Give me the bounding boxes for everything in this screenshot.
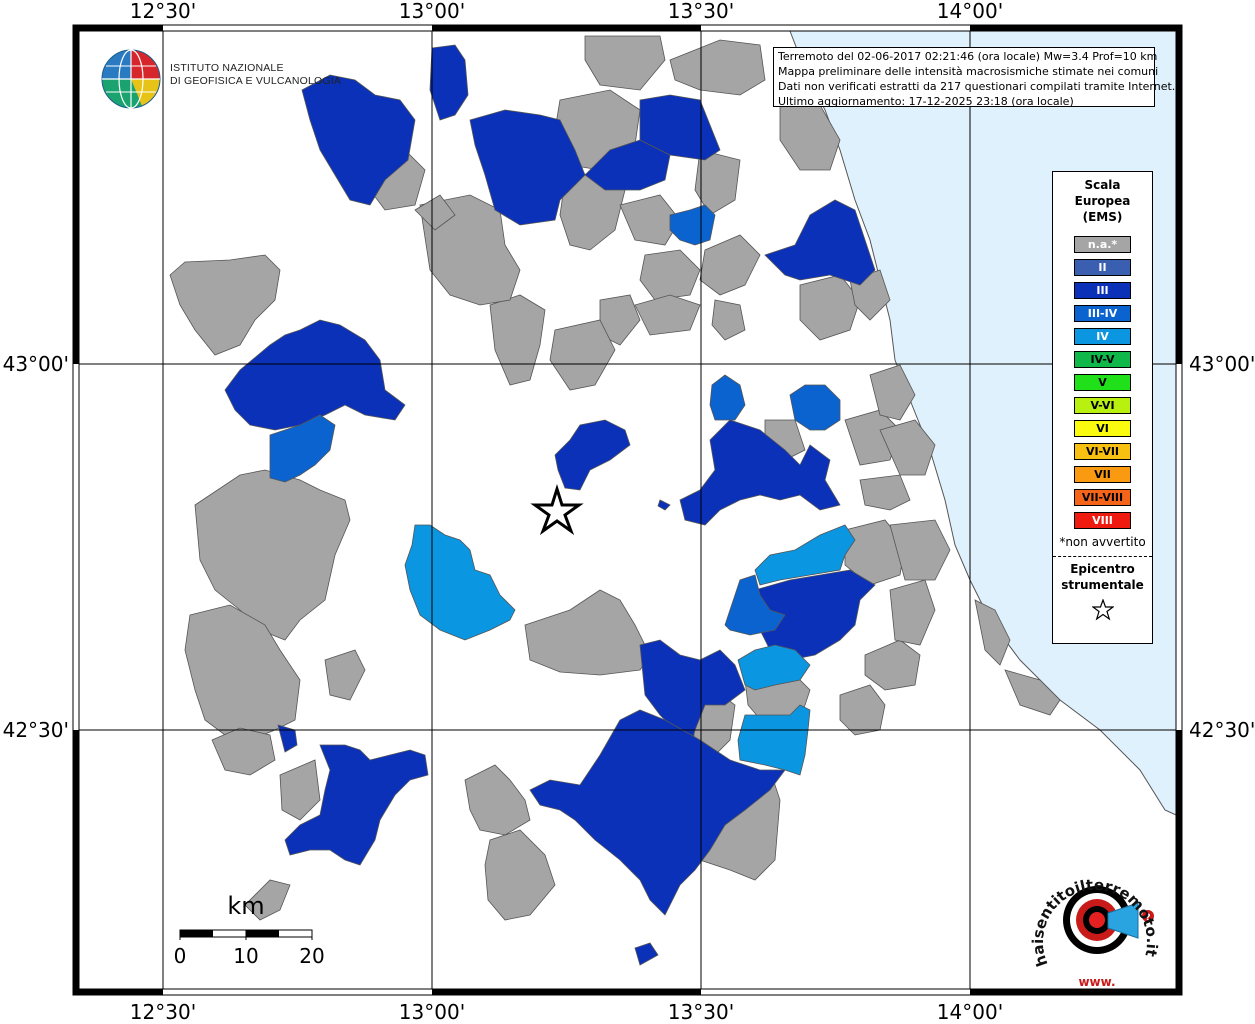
scale-unit: km	[227, 892, 264, 920]
lat-label-right-1: 43°00'	[1189, 352, 1255, 376]
legend-item-n-a: n.a.*	[1074, 236, 1131, 253]
info-line-4: Ultimo aggiornamento: 17-12-2025 23:18 (…	[778, 95, 1074, 108]
lon-label-top-1: 12°30'	[130, 0, 196, 23]
lon-label-bottom-2: 13°00'	[399, 1000, 465, 1024]
legend-item-viii: VIII	[1074, 512, 1131, 529]
legend-item-iii: III	[1074, 282, 1131, 299]
legend-item-v: V	[1074, 374, 1131, 391]
epicenter-star-icon	[530, 483, 584, 536]
map-frame	[72, 24, 1183, 996]
lat-label-left-2: 42°30'	[3, 718, 69, 742]
svg-text:?: ?	[1145, 913, 1150, 923]
legend-item-vii-viii: VII-VIII	[1074, 489, 1131, 506]
legend-item-iv: IV	[1074, 328, 1131, 345]
ingv-logo-line2: DI GEOFISICA E VULCANOLOGIA	[170, 75, 342, 87]
legend-item-vii: VII	[1074, 466, 1131, 483]
info-line-3: Dati non verificati estratti da 217 ques…	[778, 80, 1176, 93]
ingv-logo: ISTITUTO NAZIONALE DI GEOFISICA E VULCAN…	[100, 48, 341, 110]
legend-title-line1: Scala	[1084, 178, 1121, 192]
legend-item-v-vi: V-VI	[1074, 397, 1131, 414]
lon-label-top-3: 13°30'	[668, 0, 734, 23]
ingv-logo-line1: ISTITUTO NAZIONALE	[170, 62, 284, 74]
hsit-logo-www: www.	[1078, 975, 1115, 989]
regions-not-felt	[169, 35, 1061, 921]
scale-tick-10: 10	[233, 944, 258, 968]
lon-label-bottom-4: 14°00'	[937, 1000, 1003, 1024]
lon-label-top-2: 13°00'	[399, 0, 465, 23]
legend-title: Scala Europea (EMS)	[1053, 177, 1152, 225]
legend-note: *non avvertito	[1053, 535, 1152, 557]
legend-items: n.a.* II III III-IV IV IV-V V V-VI VI VI-VII VII VI…	[1053, 236, 1152, 529]
ingv-globe-icon	[101, 49, 161, 109]
legend-item-vi: VI	[1074, 420, 1131, 437]
lon-label-top-4: 14°00'	[937, 0, 1003, 23]
legend-item-vi-vii: VI-VII	[1074, 443, 1131, 460]
lon-label-bottom-1: 12°30'	[130, 1000, 196, 1024]
regions-intensity-iii-iv	[269, 204, 841, 636]
regions-intensity-iii	[224, 44, 876, 966]
graticule	[79, 31, 1176, 989]
legend-item-ii: II	[1074, 259, 1131, 276]
legend-epicenter-line1: Epicentro	[1070, 562, 1135, 576]
legend-epicenter-line2: strumentale	[1061, 578, 1144, 592]
hsit-target-icon: ? haisentitoilterremoto.it www.	[1029, 876, 1161, 989]
info-line-1: Terremoto del 02-06-2017 02:21:46 (ora l…	[778, 50, 1158, 63]
lon-label-bottom-3: 13°30'	[668, 1000, 734, 1024]
legend-star-icon	[1053, 598, 1152, 625]
scale-tick-0: 0	[174, 944, 187, 968]
info-line-2: Mappa preliminare delle intensità macros…	[778, 65, 1159, 78]
ems-legend: Scala Europea (EMS) n.a.* II III III-IV IV IV…	[1052, 171, 1153, 644]
ingv-logo-text: ISTITUTO NAZIONALE DI GEOFISICA E VULCAN…	[170, 62, 341, 88]
lat-label-left-1: 43°00'	[3, 352, 69, 376]
legend-item-iii-iv: III-IV	[1074, 305, 1131, 322]
scale-bar: km 0 10 20	[174, 892, 325, 968]
event-info-box: Terremoto del 02-06-2017 02:21:46 (ora l…	[773, 47, 1176, 108]
lat-label-right-2: 42°30'	[1189, 718, 1255, 742]
legend-title-line3: (EMS)	[1082, 210, 1123, 224]
legend-title-line2: Europea	[1074, 194, 1131, 208]
scale-tick-20: 20	[299, 944, 324, 968]
legend-item-iv-v: IV-V	[1074, 351, 1131, 368]
hsit-logo: ? haisentitoilterremoto.it www.	[1029, 858, 1165, 993]
legend-epicenter-label: Epicentro strumentale	[1053, 561, 1152, 593]
